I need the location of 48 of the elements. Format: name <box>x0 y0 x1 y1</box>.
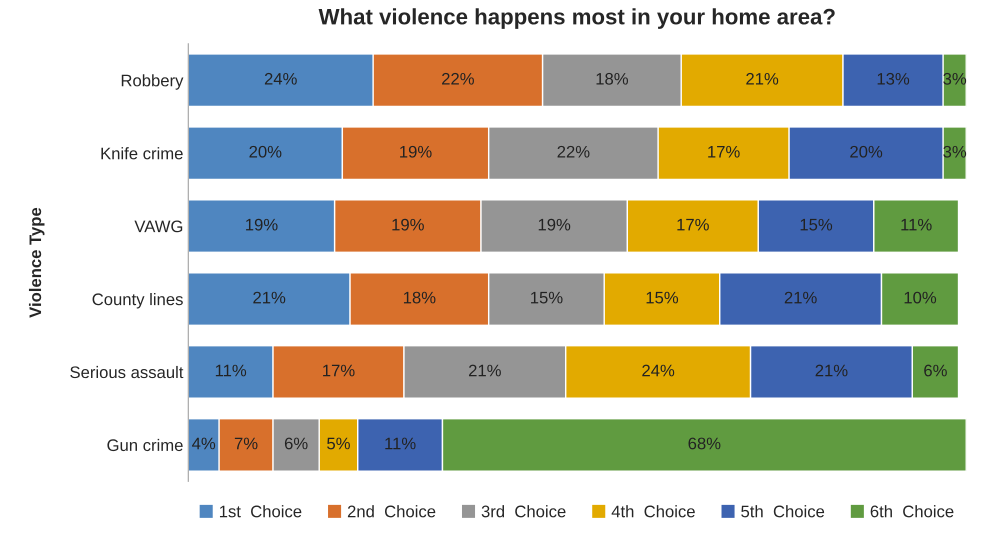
data-label: 7% <box>234 438 258 450</box>
data-label: 21% <box>746 72 778 85</box>
data-label: 22% <box>442 72 474 85</box>
legend-label: 1st Choice <box>220 505 302 518</box>
data-label: 18% <box>596 72 628 85</box>
y-tick-label: County lines <box>92 292 183 309</box>
data-label: 15% <box>800 218 832 231</box>
y-tick-label: Gun crime <box>107 438 183 452</box>
y-tick-label: VAWG <box>134 220 182 232</box>
data-label: 11% <box>385 438 416 450</box>
data-label: 22% <box>558 146 590 158</box>
legend-label: 6th Choice <box>870 505 954 518</box>
data-label: 18% <box>404 292 436 304</box>
y-tick-label: Serious assault <box>70 366 184 378</box>
data-label: 20% <box>249 146 282 158</box>
data-label: 68% <box>688 438 720 450</box>
data-label: 19% <box>538 218 570 231</box>
data-label: 17% <box>677 218 709 230</box>
data-label: 15% <box>531 292 563 304</box>
y-tick-label: Robbery <box>122 74 184 90</box>
data-label: 19% <box>246 218 278 231</box>
data-label: 17% <box>323 364 355 376</box>
data-label: 24% <box>264 72 297 85</box>
data-label: 5% <box>327 438 350 450</box>
data-label: 21% <box>784 292 817 304</box>
legend-label: 2nd Choice <box>348 505 436 518</box>
legend-label: 3rd Choice <box>482 505 566 518</box>
data-label: 6% <box>284 438 308 450</box>
data-label: 13% <box>878 72 910 85</box>
chart-title: What violence happens most in your home area? <box>318 8 835 29</box>
data-label: 19% <box>392 218 424 231</box>
y-axis-title: Violence Type <box>28 208 44 318</box>
data-label: 24% <box>642 364 674 376</box>
data-label: 19% <box>400 146 432 158</box>
data-label: 21% <box>468 364 501 376</box>
y-tick-label: Knife crime <box>101 147 183 160</box>
data-label: 11% <box>216 364 246 376</box>
data-label: 10% <box>904 292 936 304</box>
data-label: 11% <box>901 218 932 230</box>
data-label: 17% <box>708 146 740 158</box>
data-label: 4% <box>192 438 216 450</box>
data-label: 6% <box>924 364 947 376</box>
legend-label: 5th Choice <box>741 505 824 518</box>
legend-label: 4th Choice <box>612 505 695 518</box>
data-label: 15% <box>646 292 678 304</box>
data-label: 20% <box>850 146 882 158</box>
data-label: 21% <box>816 364 848 376</box>
data-label: 21% <box>253 292 286 304</box>
